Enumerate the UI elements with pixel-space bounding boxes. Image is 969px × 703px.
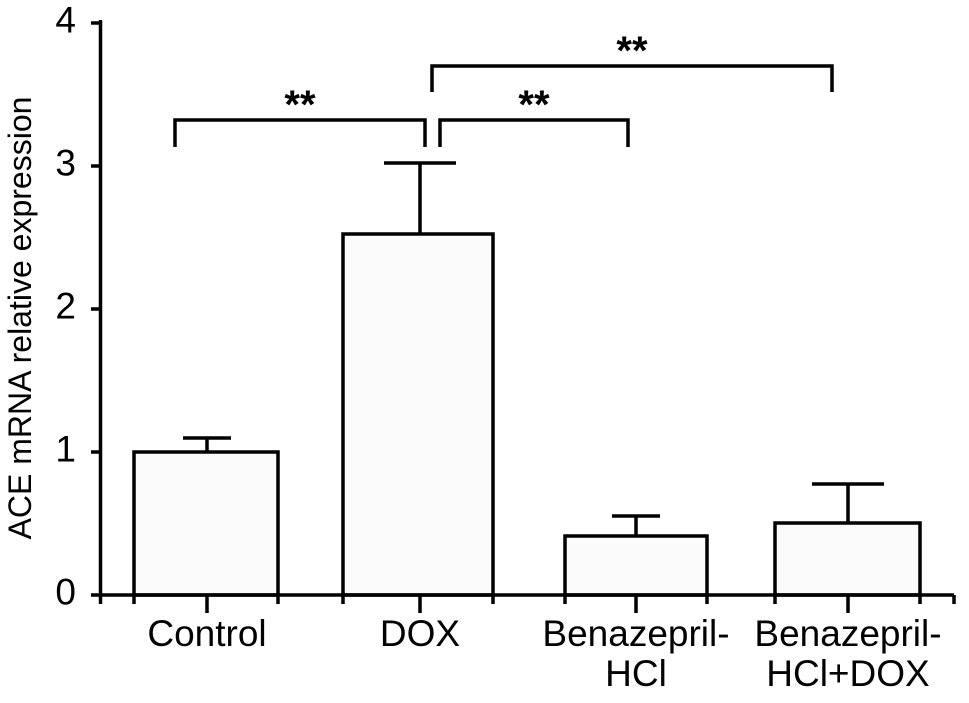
svg-text:Control: Control bbox=[147, 613, 266, 654]
svg-text:**: ** bbox=[616, 29, 648, 73]
svg-text:Benazepril-: Benazepril- bbox=[754, 613, 941, 654]
svg-text:2: 2 bbox=[55, 286, 76, 327]
svg-text:**: ** bbox=[284, 83, 316, 127]
svg-text:1: 1 bbox=[55, 429, 76, 470]
svg-text:DOX: DOX bbox=[380, 613, 460, 654]
svg-text:**: ** bbox=[518, 83, 550, 127]
svg-text:HCl: HCl bbox=[605, 653, 667, 694]
svg-text:4: 4 bbox=[55, 0, 76, 41]
svg-text:Benazepril-: Benazepril- bbox=[542, 613, 729, 654]
svg-text:HCl+DOX: HCl+DOX bbox=[766, 653, 929, 694]
svg-text:3: 3 bbox=[55, 143, 76, 184]
svg-text:ACE mRNA relative expression: ACE mRNA relative expression bbox=[2, 97, 38, 540]
svg-text:0: 0 bbox=[55, 572, 76, 613]
